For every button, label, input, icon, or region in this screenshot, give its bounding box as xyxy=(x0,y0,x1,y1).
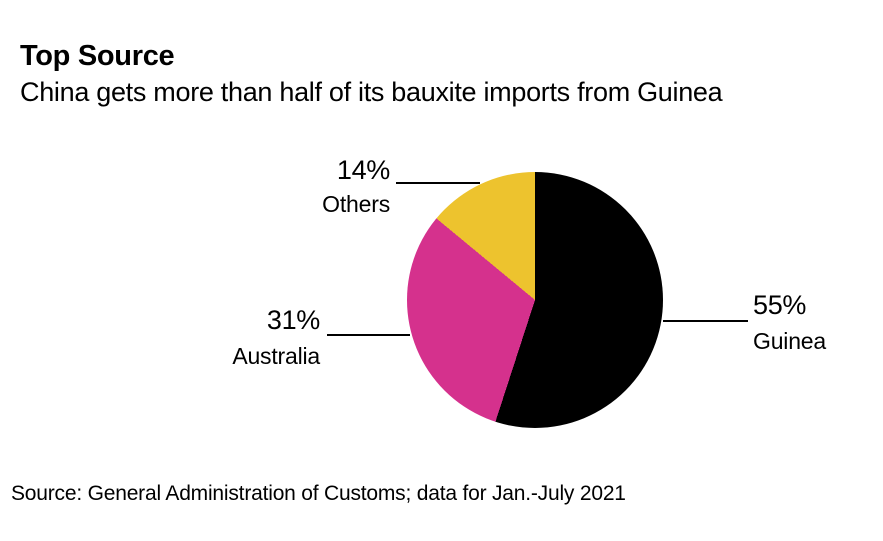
chart-subtitle: China gets more than half of its bauxite… xyxy=(20,77,723,107)
slice-name-others: Others xyxy=(322,191,390,217)
slice-percent-guinea: 55% xyxy=(753,290,807,320)
source-note: Source: General Administration of Custom… xyxy=(11,482,626,505)
leader-line-others xyxy=(396,182,480,185)
slice-name-australia: Australia xyxy=(232,343,320,369)
leader-line-guinea xyxy=(663,320,748,323)
slice-percent-australia: 31% xyxy=(266,305,320,335)
slice-label-guinea: 55% Guinea xyxy=(753,292,826,353)
chart-title: Top Source xyxy=(20,40,175,72)
leader-line-australia xyxy=(327,334,410,337)
slice-percent-others: 14% xyxy=(336,155,390,185)
slice-name-guinea: Guinea xyxy=(753,328,826,354)
slice-label-australia: 31% Australia xyxy=(232,307,320,368)
slice-label-others: 14% Others xyxy=(322,157,390,216)
pie-chart xyxy=(407,172,663,428)
